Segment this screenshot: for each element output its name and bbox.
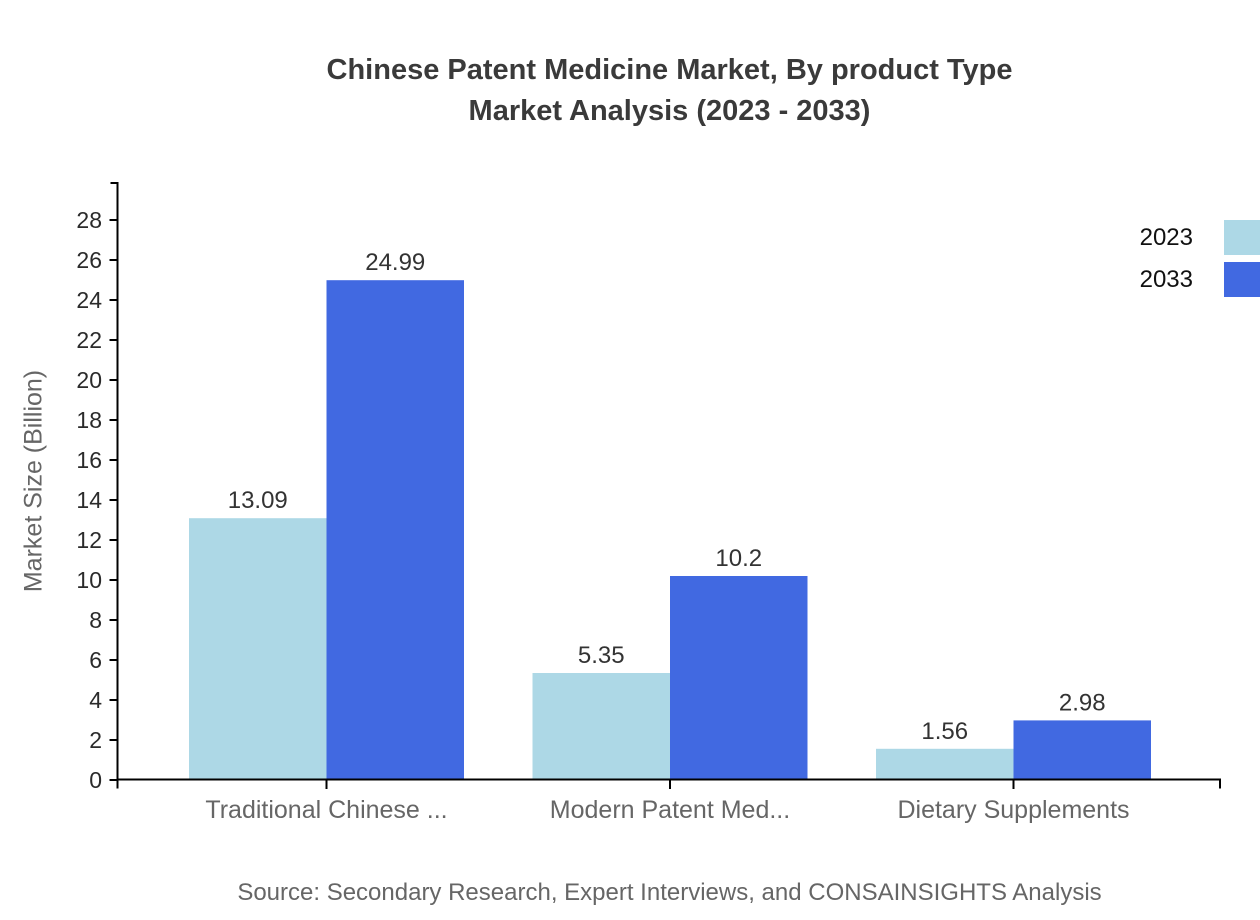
y-tick-label-14: 14	[76, 487, 102, 513]
x-axis-line	[117, 778, 1221, 789]
value-label-2023-modern-patent-med: 5.35	[578, 642, 625, 669]
bar-2023-modern-patent-med	[532, 673, 670, 780]
y-tick-label-8: 8	[89, 607, 102, 633]
chart-title-line1: Chinese Patent Medicine Market, By produ…	[326, 54, 1013, 86]
y-tick-label-18: 18	[76, 407, 102, 433]
y-tick-label-6: 6	[89, 647, 102, 673]
y-tick-label-26: 26	[76, 247, 102, 273]
x-category-label-traditional-chinese: Traditional Chinese ...	[205, 796, 447, 824]
legend-label-2033: 2033	[1139, 265, 1193, 293]
y-tick-label-12: 12	[76, 527, 102, 553]
bar-2033-modern-patent-med	[670, 576, 808, 780]
value-label-2023-dietary-supplements: 1.56	[921, 718, 968, 745]
chart-title: Chinese Patent Medicine Market, By produ…	[118, 50, 1221, 132]
value-label-2033-modern-patent-med: 10.2	[715, 545, 762, 572]
bar-2023-dietary-supplements	[876, 748, 1014, 780]
y-tick-label-28: 28	[76, 207, 102, 233]
y-tick-label-20: 20	[76, 367, 102, 393]
bar-2033-traditional-chinese	[326, 280, 464, 780]
value-label-2033-dietary-supplements: 2.98	[1059, 689, 1106, 716]
y-tick-label-4: 4	[89, 687, 102, 713]
y-tick-label-16: 16	[76, 447, 102, 473]
legend-swatch-2033	[1224, 262, 1260, 297]
x-category-label-modern-patent-med: Modern Patent Med...	[550, 796, 790, 824]
legend-label-2023: 2023	[1139, 223, 1193, 251]
bar-2033-dietary-supplements	[1013, 720, 1151, 780]
legend: 2023 2033	[1140, 220, 1260, 304]
y-axis-line	[110, 182, 119, 789]
y-tick-label-2: 2	[89, 727, 102, 753]
value-label-2033-traditional-chinese: 24.99	[365, 249, 425, 276]
y-tick-label-10: 10	[76, 567, 102, 593]
y-tick-label-24: 24	[76, 287, 102, 313]
source-note: Source: Secondary Research, Expert Inter…	[237, 879, 1102, 906]
chart-title-line2: Market Analysis (2023 - 2033)	[468, 95, 871, 127]
legend-swatch-2023	[1224, 220, 1260, 255]
y-tick-label-22: 22	[76, 327, 102, 353]
legend-item-2033: 2033	[1140, 262, 1260, 297]
legend-item-2023: 2023	[1140, 220, 1260, 255]
value-label-2023-traditional-chinese: 13.09	[228, 487, 288, 514]
bar-2023-traditional-chinese	[189, 518, 327, 780]
x-category-label-dietary-supplements: Dietary Supplements	[897, 796, 1129, 824]
y-tick-label-0: 0	[89, 767, 102, 793]
